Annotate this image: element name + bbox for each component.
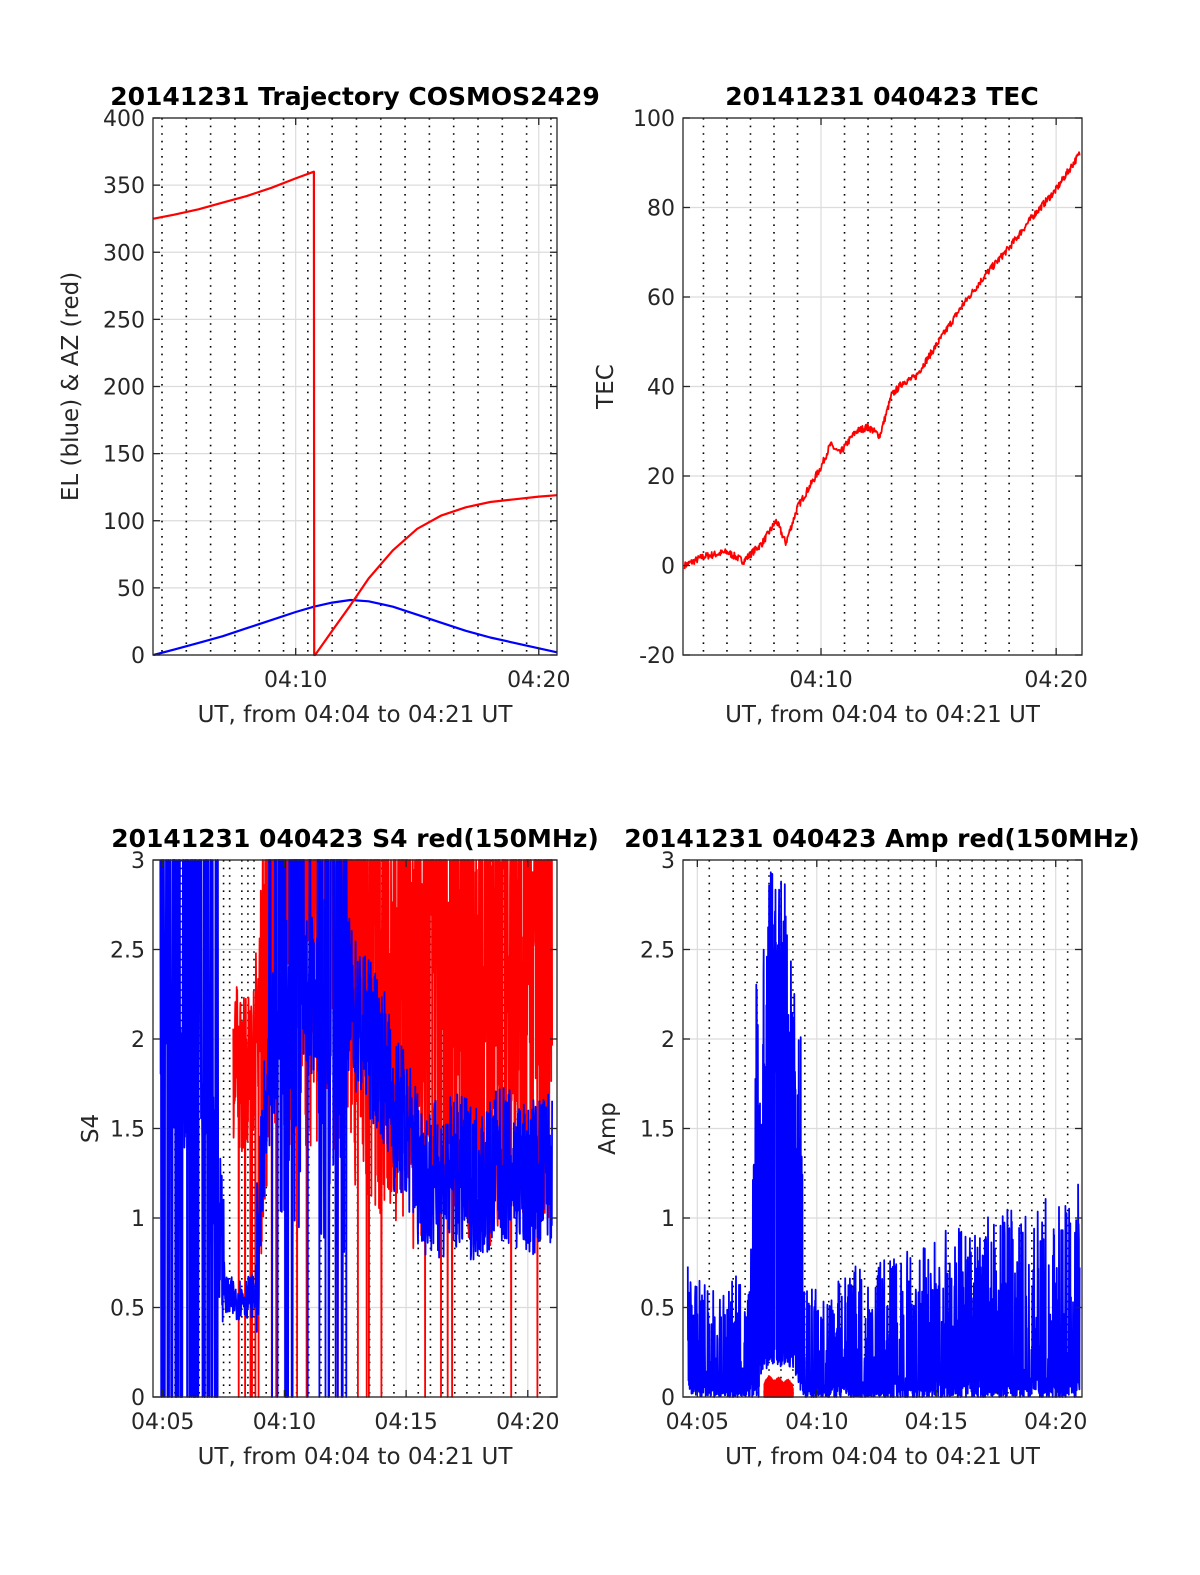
s4-y-tick-label: 2 [131, 1028, 145, 1053]
tec-y-tick-label: 40 [647, 376, 675, 401]
trajectory-ticks: 0 50 100 150 200 250 300 350 400 04:10 04:20 [103, 107, 570, 693]
trajectory-y-tick-label: 300 [103, 241, 145, 266]
s4-y-tick-label: 3 [131, 849, 145, 874]
trajectory-y-tick-label: 100 [103, 510, 145, 535]
tec-x-tick-label: 04:10 [789, 668, 852, 693]
trajectory-y-tick-label: 0 [131, 644, 145, 669]
tec-ticks: -20 0 20 40 60 80 100 04:10 04:20 [633, 107, 1088, 693]
s4-series-s4_red-line [232, 859, 553, 1398]
s4-y-tick-label: 0 [131, 1386, 145, 1411]
trajectory-grid [153, 117, 557, 656]
amp-panel: 0 0.5 1 1.5 2 2.5 3 04:05 04:10 04:15 04:20 201412… [595, 824, 1140, 1470]
trajectory-y-tick-label: 150 [103, 443, 145, 468]
s4-x-tick-label: 04:15 [374, 1410, 437, 1435]
trajectory-x-tick-label: 04:20 [507, 668, 570, 693]
s4-y-tick-label: 2.5 [110, 939, 145, 964]
trajectory-series-group [153, 170, 558, 657]
amp-y-tick-label: 0.5 [640, 1297, 675, 1322]
s4-ticks: 0 0.5 1 1.5 2 2.5 3 04:05 04:10 04:15 04:20 [110, 849, 559, 1435]
trajectory-x-tick-label: 04:10 [264, 668, 327, 693]
s4-y-label: S4 [78, 1114, 104, 1143]
trajectory-series-el-line [153, 598, 558, 657]
amp-series-amp_blue-line [686, 871, 1081, 1398]
tec-y-tick-label: 100 [633, 107, 675, 132]
tec-x-label: UT, from 04:04 to 04:21 UT [725, 702, 1041, 728]
s4-x-tick-label: 04:05 [131, 1410, 194, 1435]
trajectory-y-label: EL (blue) & AZ (red) [58, 272, 84, 501]
trajectory-y-tick-label: 400 [103, 107, 145, 132]
amp-ticks: 0 0.5 1 1.5 2 2.5 3 04:05 04:10 04:15 04:20 [640, 849, 1087, 1435]
s4-y-tick-label: 0.5 [110, 1297, 145, 1322]
tec-series-tec-line [683, 151, 1081, 570]
tec-y-label: TEC [593, 364, 619, 410]
tec-title: 20141231 040423 TEC [725, 82, 1038, 111]
amp-x-tick-label: 04:20 [1024, 1410, 1087, 1435]
tec-y-tick-label: 80 [647, 197, 675, 222]
amp-x-tick-label: 04:05 [666, 1410, 729, 1435]
s4-panel: 0 0.5 1 1.5 2 2.5 3 04:05 04:10 04:15 04:20 201412… [78, 824, 599, 1470]
amp-series-amp_red-line [763, 1375, 794, 1398]
trajectory-y-tick-label: 350 [103, 174, 145, 199]
s4-x-tick-label: 04:10 [253, 1410, 316, 1435]
amp-y-tick-label: 2 [661, 1028, 675, 1053]
tec-y-tick-label: 20 [647, 465, 675, 490]
tec-x-tick-label: 04:20 [1024, 668, 1087, 693]
trajectory-title: 20141231 Trajectory COSMOS2429 [110, 82, 600, 111]
trajectory-y-tick-label: 250 [103, 308, 145, 333]
trajectory-series-az-line [153, 170, 558, 657]
s4-x-label: UT, from 04:04 to 04:21 UT [198, 1444, 514, 1470]
s4-series-group [159, 859, 553, 1398]
trajectory-y-tick-label: 50 [117, 577, 145, 602]
amp-series-group [686, 871, 1081, 1398]
s4-y-tick-label: 1 [131, 1207, 145, 1232]
amp-y-tick-label: 1.5 [640, 1118, 675, 1143]
amp-y-label: Amp [595, 1102, 621, 1155]
s4-title: 20141231 040423 S4 red(150MHz) [111, 824, 599, 853]
amp-y-tick-label: 2.5 [640, 939, 675, 964]
amp-x-tick-label: 04:10 [785, 1410, 848, 1435]
amp-title: 20141231 040423 Amp red(150MHz) [624, 824, 1140, 853]
tec-y-tick-label: 60 [647, 286, 675, 311]
tec-panel: -20 0 20 40 60 80 100 04:10 04:20 20141231 04042… [593, 82, 1088, 728]
trajectory-panel: 0 50 100 150 200 250 300 350 400 04:10 04:20 20141… [58, 82, 600, 728]
amp-y-tick-label: 1 [661, 1207, 675, 1232]
amp-y-tick-label: 3 [661, 849, 675, 874]
s4-y-tick-label: 1.5 [110, 1118, 145, 1143]
tec-y-tick-label: 0 [661, 555, 675, 580]
amp-y-tick-label: 0 [661, 1386, 675, 1411]
trajectory-x-label: UT, from 04:04 to 04:21 UT [198, 702, 514, 728]
amp-x-tick-label: 04:15 [905, 1410, 968, 1435]
trajectory-y-tick-label: 200 [103, 376, 145, 401]
tec-y-tick-label: -20 [639, 644, 675, 669]
s4-series-s4_blue-line [159, 859, 553, 1398]
s4-x-tick-label: 04:20 [496, 1410, 559, 1435]
tec-series-group [683, 151, 1081, 570]
amp-x-label: UT, from 04:04 to 04:21 UT [725, 1444, 1041, 1470]
